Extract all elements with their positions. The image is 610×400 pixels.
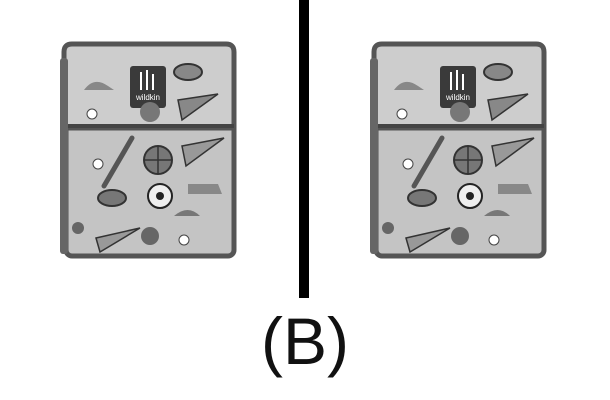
svg-text:wildkin: wildkin [445, 93, 470, 102]
lunch-bag-right-drawing: wildkin [370, 41, 547, 259]
lunch-bag-image-left: wildkin [58, 38, 240, 262]
lunch-bag-left-drawing: wildkin [60, 41, 237, 259]
panel-label: (B) [261, 304, 349, 378]
vertical-divider [299, 0, 309, 298]
svg-text:wildkin: wildkin [135, 93, 160, 102]
lunch-bag-image-right: wildkin [368, 38, 550, 262]
